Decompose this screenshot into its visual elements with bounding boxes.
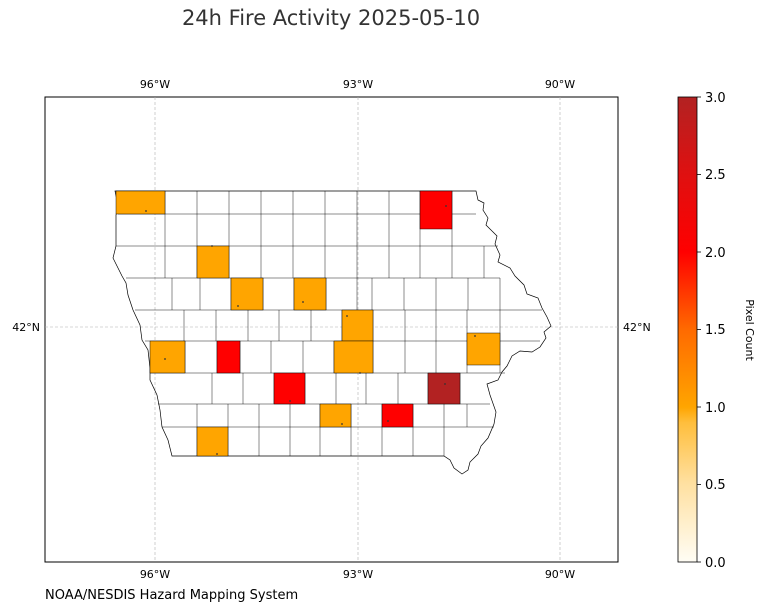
colorbar-tick-label: 2.0 bbox=[705, 246, 726, 261]
fire-point bbox=[444, 383, 446, 385]
colorbar-tick-label: 0.0 bbox=[705, 556, 726, 571]
colorbar-tick-label: 1.0 bbox=[705, 401, 726, 416]
lon-tick-label-top: 96°W bbox=[140, 78, 170, 91]
fire-county bbox=[381, 403, 414, 428]
fire-point bbox=[359, 372, 361, 374]
fire-point bbox=[341, 423, 343, 425]
lon-tick-label-top: 93°W bbox=[343, 78, 373, 91]
colorbar bbox=[677, 96, 698, 563]
lon-tick-label-top: 90°W bbox=[545, 78, 575, 91]
fire-county bbox=[196, 426, 229, 457]
map-title: 24h Fire Activity 2025-05-10 bbox=[181, 6, 481, 30]
lon-tick-label-bottom: 90°W bbox=[545, 568, 575, 581]
fire-point bbox=[302, 301, 304, 303]
fire-counties bbox=[115, 190, 501, 457]
fire-point bbox=[474, 335, 476, 337]
fire-point bbox=[211, 245, 213, 247]
attribution-text: NOAA/NESDIS Hazard Mapping System bbox=[45, 588, 299, 603]
fire-point bbox=[237, 305, 239, 307]
colorbar-ticks bbox=[697, 96, 701, 563]
colorbar-tick-label: 1.5 bbox=[705, 323, 726, 338]
fire-county bbox=[419, 190, 453, 230]
lat-tick-label-right: 42°N bbox=[623, 321, 651, 334]
colorbar-tick-label: 0.5 bbox=[705, 478, 726, 493]
colorbar-tick-label: 2.5 bbox=[705, 168, 726, 183]
fire-point bbox=[216, 453, 218, 455]
fire-county bbox=[427, 372, 461, 405]
fire-county bbox=[196, 245, 230, 279]
fire-point bbox=[346, 315, 348, 317]
map-frame bbox=[44, 96, 619, 563]
fire-point bbox=[289, 400, 291, 402]
fire-county bbox=[293, 277, 327, 311]
fire-county bbox=[230, 277, 264, 311]
fire-county bbox=[333, 340, 374, 374]
fire-county bbox=[149, 340, 186, 374]
colorbar-tick-label: 3.0 bbox=[705, 91, 726, 106]
fire-county bbox=[273, 372, 306, 405]
fire-point bbox=[387, 420, 389, 422]
state-outline bbox=[112, 190, 552, 475]
fire-point bbox=[164, 358, 166, 360]
lat-tick-label-left: 42°N bbox=[12, 321, 40, 334]
fire-county bbox=[115, 190, 166, 215]
lon-tick-label-bottom: 96°W bbox=[140, 568, 170, 581]
fire-point bbox=[445, 205, 447, 207]
colorbar-label: Pixel Count bbox=[743, 299, 756, 361]
fire-county bbox=[466, 332, 501, 366]
fire-detections bbox=[145, 205, 476, 455]
fire-point bbox=[145, 210, 147, 212]
fire-county bbox=[319, 403, 352, 428]
fire-county bbox=[341, 309, 374, 342]
lon-tick-label-bottom: 93°W bbox=[343, 568, 373, 581]
fire-county bbox=[216, 340, 241, 374]
